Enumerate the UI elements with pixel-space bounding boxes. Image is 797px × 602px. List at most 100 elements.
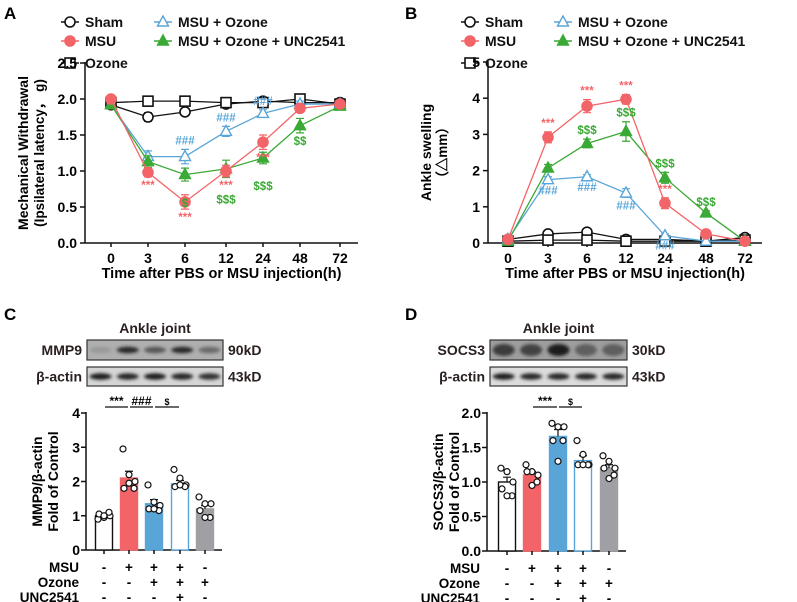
data-point bbox=[528, 481, 536, 490]
x-tick-label: 0 bbox=[107, 250, 115, 266]
legend-marker-circle-filled-icon bbox=[64, 35, 76, 47]
data-point bbox=[179, 95, 191, 107]
treatment-sign: - bbox=[505, 576, 510, 591]
data-point bbox=[605, 474, 613, 483]
x-tick-label: 12 bbox=[618, 250, 634, 266]
x-tick-label: 48 bbox=[292, 250, 308, 266]
treatment-sign: + bbox=[176, 560, 184, 575]
y-tick-label: 2.5 bbox=[58, 55, 78, 71]
blot-protein-label: β-actin bbox=[439, 369, 485, 385]
treatment-sign: + bbox=[605, 576, 613, 591]
treatment-sign: - bbox=[127, 575, 132, 590]
x-tick-label: 24 bbox=[255, 250, 271, 266]
data-point bbox=[700, 228, 712, 240]
legend-item-msu_ozone_unc: MSU + Ozone + UNC2541 bbox=[554, 33, 745, 49]
significance-mark: $ bbox=[182, 198, 189, 210]
data-point bbox=[170, 465, 178, 474]
y-tick-label: 0.5 bbox=[58, 199, 78, 215]
data-point bbox=[219, 123, 233, 137]
data-point bbox=[131, 477, 139, 486]
data-point bbox=[509, 478, 517, 486]
data-point bbox=[141, 154, 155, 167]
treatment-sign: - bbox=[556, 591, 561, 602]
panel-label-a: A bbox=[4, 4, 16, 23]
error-bar bbox=[554, 428, 562, 437]
legend-item-msu_ozone: MSU + Ozone bbox=[554, 14, 668, 30]
data-point bbox=[503, 492, 511, 500]
data-point bbox=[196, 507, 204, 515]
data-point bbox=[201, 500, 209, 508]
treatment-sign: - bbox=[102, 575, 107, 590]
data-point bbox=[522, 461, 530, 469]
significance-mark: ### bbox=[538, 186, 558, 198]
treatment-sign: + bbox=[579, 591, 587, 602]
x-tick-label: 72 bbox=[737, 250, 753, 266]
data-point bbox=[523, 468, 531, 476]
blot-band bbox=[198, 346, 221, 354]
y-axis-label-2: Fold of Control bbox=[446, 432, 462, 532]
treatment-sign: + bbox=[528, 561, 536, 576]
treatment-sign: + bbox=[176, 590, 184, 602]
data-point bbox=[600, 464, 608, 472]
legend-marker-circle-filled-icon bbox=[464, 35, 476, 47]
x-tick-label: 6 bbox=[181, 250, 189, 266]
blot-band bbox=[116, 346, 139, 354]
bar-group bbox=[599, 452, 619, 555]
legend-marker-triangle-open-icon bbox=[556, 14, 570, 27]
blot-band bbox=[492, 373, 515, 380]
bar bbox=[170, 483, 190, 551]
series-msu_ozone_unc bbox=[501, 121, 752, 246]
legend-marker-triangle-filled-icon bbox=[556, 33, 570, 46]
legend-item-sham: Sham bbox=[461, 14, 523, 30]
legend-item-sham: Sham bbox=[61, 14, 123, 30]
y-tick-label: 1 bbox=[72, 508, 80, 524]
data-point bbox=[619, 185, 633, 198]
significance-mark: ### bbox=[577, 182, 597, 194]
significance-mark: $$$ bbox=[577, 125, 597, 137]
legend-label: MSU bbox=[85, 33, 116, 49]
y-axis-label: MMP9/β-actin bbox=[29, 436, 45, 526]
data-point bbox=[573, 437, 581, 445]
data-point bbox=[119, 445, 127, 453]
data-point bbox=[293, 118, 307, 131]
treatment-label: Ozone bbox=[38, 575, 80, 590]
data-point bbox=[120, 484, 128, 492]
significance-mark: $$$ bbox=[253, 181, 273, 193]
bar-group bbox=[497, 464, 517, 555]
data-point bbox=[699, 205, 713, 218]
significance-mark: ### bbox=[131, 394, 151, 408]
blot-protein-label: SOCS3 bbox=[438, 342, 486, 358]
blot-band bbox=[547, 373, 570, 380]
bar-group bbox=[94, 508, 114, 554]
data-point bbox=[620, 93, 632, 106]
data-point bbox=[178, 167, 192, 180]
treatment-sign: - bbox=[203, 560, 208, 575]
data-point bbox=[559, 437, 567, 445]
treatment-sign: - bbox=[607, 561, 612, 576]
data-point bbox=[579, 461, 587, 469]
treatment-sign: - bbox=[505, 561, 510, 576]
treatment-sign: + bbox=[125, 560, 133, 575]
data-point bbox=[144, 481, 152, 489]
data-point bbox=[176, 481, 184, 489]
blot-band bbox=[574, 373, 597, 380]
treatment-sign: - bbox=[505, 591, 510, 602]
blot-band bbox=[171, 346, 194, 354]
legend-marker-square-open-icon bbox=[464, 57, 476, 69]
treatment-sign: + bbox=[554, 576, 562, 591]
legend-item-msu_ozone_unc: MSU + Ozone + UNC2541 bbox=[154, 33, 345, 49]
data-point bbox=[220, 96, 232, 109]
treatment-label: MSU bbox=[450, 561, 480, 576]
data-point bbox=[130, 484, 138, 492]
blot-band bbox=[520, 344, 543, 356]
data-point bbox=[610, 471, 618, 479]
data-point bbox=[125, 479, 133, 487]
legend-label: MSU + Ozone bbox=[578, 14, 668, 30]
data-point bbox=[699, 233, 713, 246]
data-point bbox=[611, 464, 619, 472]
data-point bbox=[294, 102, 306, 115]
treatment-sign: + bbox=[579, 561, 587, 576]
legend-label: MSU + Ozone + UNC2541 bbox=[178, 33, 345, 49]
data-point bbox=[179, 196, 191, 208]
